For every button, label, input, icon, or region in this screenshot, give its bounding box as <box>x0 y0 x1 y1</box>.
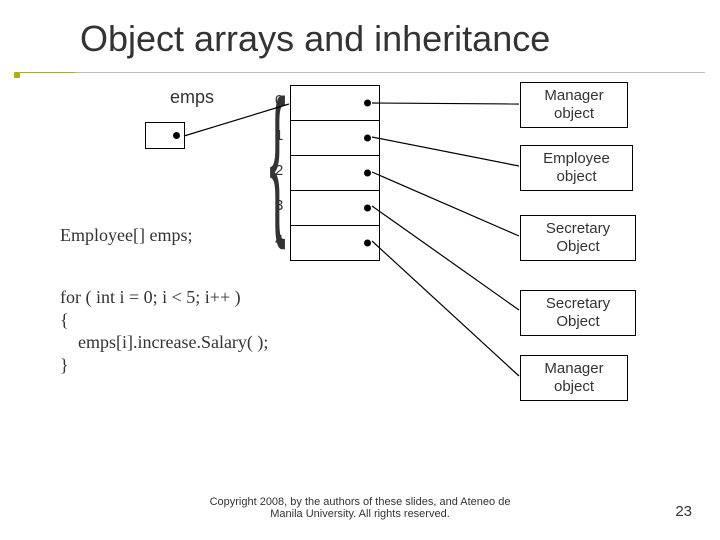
object-label: Manager <box>529 87 619 105</box>
object-label: object <box>529 168 624 186</box>
array-column: 01234 <box>290 85 380 261</box>
connector-lines <box>0 0 720 540</box>
object-label: Secretary <box>529 220 627 238</box>
object-label: Object <box>529 313 627 331</box>
array-index-label: 1 <box>275 127 283 144</box>
title-accent-dot <box>14 72 20 78</box>
pointer-dot <box>364 240 371 247</box>
pointer-dot <box>364 205 371 212</box>
array-cell: 4 <box>290 226 380 261</box>
array-cell: 0 <box>290 85 380 121</box>
title-underline <box>75 72 705 73</box>
page-number: 23 <box>675 503 692 520</box>
object-box: Managerobject <box>520 355 628 401</box>
title-accent-line <box>20 72 75 73</box>
code-loop: for ( int i = 0; i < 5; i++ ) { emps[i].… <box>60 286 268 376</box>
array-index-label: 4 <box>275 232 283 249</box>
array-cell: 2 <box>290 156 380 191</box>
array-index-label: 0 <box>275 92 283 109</box>
pointer-dot <box>364 170 371 177</box>
object-label: Secretary <box>529 295 627 313</box>
object-label: Manager <box>529 360 619 378</box>
pointer-dot <box>364 100 371 107</box>
array-index-label: 3 <box>275 197 283 214</box>
code-declaration: Employee[] emps; <box>60 225 192 246</box>
object-box: SecretaryObject <box>520 290 636 336</box>
object-box: Managerobject <box>520 82 628 128</box>
object-label: Employee <box>529 150 624 168</box>
object-label: object <box>529 378 619 396</box>
object-label: Object <box>529 238 627 256</box>
array-cell: 3 <box>290 191 380 226</box>
emps-label: emps <box>170 87 214 108</box>
object-label: object <box>529 105 619 123</box>
pointer-dot <box>364 135 371 142</box>
pointer-dot <box>173 132 180 139</box>
object-box: Employeeobject <box>520 145 633 191</box>
array-cell: 1 <box>290 121 380 156</box>
array-index-label: 2 <box>275 162 283 179</box>
copyright-text: Copyright 2008, by the authors of these … <box>0 496 720 520</box>
page-title: Object arrays and inheritance <box>80 18 550 60</box>
object-box: SecretaryObject <box>520 215 636 261</box>
